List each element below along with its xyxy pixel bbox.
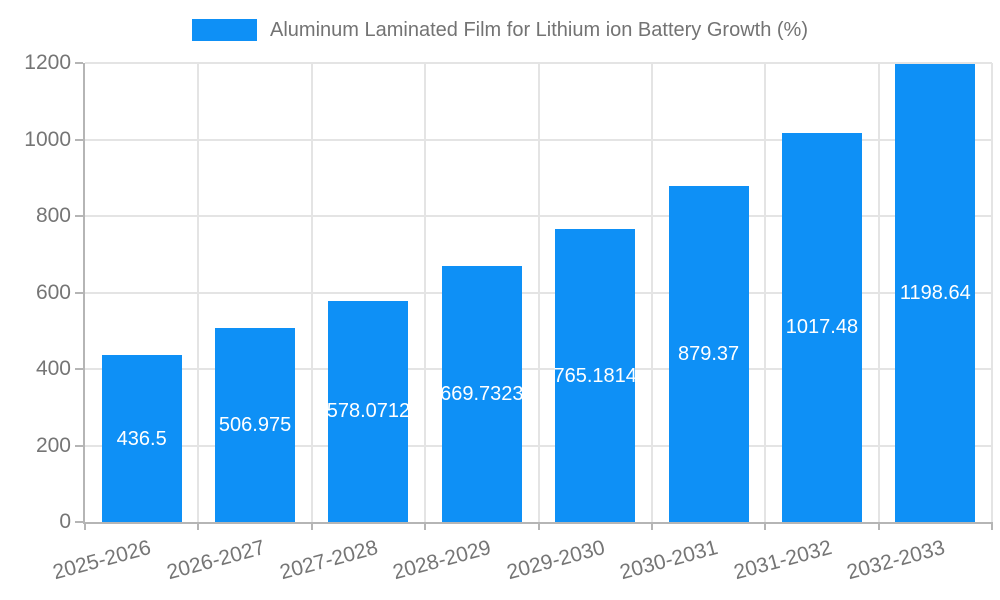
bar [895,63,976,522]
bar-value-label: 436.5 [116,427,167,450]
bar-value-label: 506.975 [218,414,292,437]
x-gridline [197,63,200,522]
x-axis-tick-label: 2026-2027 [164,536,268,585]
x-gridline [764,63,767,522]
bar-value-label: 669.7323 [440,382,524,405]
legend-swatch-icon [192,19,258,41]
y-axis-tick [75,444,83,447]
bar-value-label: 765.1814 [553,364,637,387]
x-axis-tick [764,522,767,530]
x-axis-tick-label: 2030-2031 [617,536,721,585]
bar [328,300,409,522]
x-gridline [991,63,993,522]
x-axis-tick [84,522,86,530]
x-axis-tick [877,522,880,530]
x-axis-tick-label: 2027-2028 [277,536,381,585]
x-axis-tick [991,522,993,530]
bar-value-label: 879.37 [677,342,740,365]
x-gridline [424,63,427,522]
y-axis-tick [75,138,83,141]
x-axis-tick-label: 2029-2030 [504,536,608,585]
x-axis-tick [310,522,313,530]
x-axis-tick [424,522,427,530]
bar [101,355,182,522]
x-axis-line [83,522,992,524]
y-axis-tick [75,62,83,64]
bar [781,132,862,522]
x-axis-tick [650,522,653,530]
x-gridline [537,63,540,522]
x-axis-tick [197,522,200,530]
y-axis-tick-label: 600 [35,280,71,304]
x-axis-tick-label: 2025-2026 [50,536,154,585]
y-axis-tick [75,215,83,217]
bar-value-label: 1198.64 [899,281,971,304]
bar-value-label: 578.0712 [326,400,411,423]
x-axis-tick-label: 2031-2032 [730,536,834,585]
y-axis-tick-label: 0 [59,510,71,533]
bar [555,229,636,522]
x-gridline [877,63,880,522]
bar [441,265,522,522]
bar [668,185,749,522]
x-axis-tick-label: 2032-2033 [844,536,948,585]
bar-value-label: 1017.48 [785,316,859,339]
plot-area: 0 200 400 600 800 1000 1200 436.5 2025-2026 506.9… [24,51,993,584]
y-axis-line [83,63,85,524]
y-axis-tick [75,368,83,370]
y-axis-tick-label: 200 [35,433,71,457]
chart-legend: Aluminum Laminated Film for Lithium ion … [0,17,1000,43]
chart-title: Aluminum Laminated Film for Lithium ion … [270,19,808,41]
x-gridline [310,63,313,522]
x-axis-tick-label: 2028-2029 [390,536,494,585]
y-axis-tick [75,521,83,523]
x-axis-tick [537,522,540,530]
y-axis-tick-label: 400 [35,357,71,380]
y-axis-tick-label: 800 [35,204,71,227]
y-axis-tick-label: 1000 [24,127,71,151]
x-gridline [650,63,653,522]
bar [215,328,296,522]
y-axis-tick [75,291,83,294]
y-axis-tick-label: 1200 [24,51,71,74]
